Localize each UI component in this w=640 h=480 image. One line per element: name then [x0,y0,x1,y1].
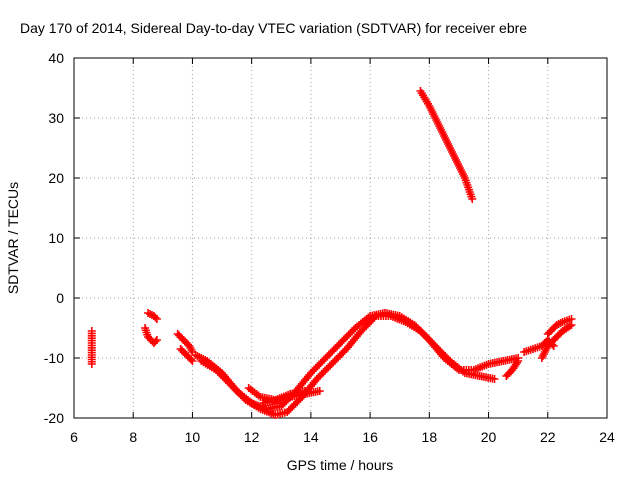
data-point [490,375,499,383]
series-trace-14 [416,87,477,203]
y-tick-label: 0 [56,290,64,306]
y-tick-label: -10 [44,350,64,366]
data-point [567,315,576,323]
data-point [152,336,161,344]
series-trace-5 [176,345,197,365]
data-point [152,315,161,323]
y-tick-label: 30 [48,110,64,126]
data-point [151,337,160,346]
data-point [315,387,324,395]
x-tick-label: 12 [244,429,260,445]
series-trace-9 [259,387,324,407]
y-tick-label: 20 [48,170,64,186]
series-trace-2 [141,324,161,347]
y-axis-label: SDTVAR / TECUs [5,182,21,294]
data-point [151,313,160,322]
grid-lines [74,58,607,418]
x-tick-label: 10 [185,429,201,445]
y-tick-label: -20 [44,410,64,426]
series-trace-10 [502,357,523,380]
x-tick-label: 20 [481,429,497,445]
data-point [188,357,197,365]
series-trace-3 [144,309,161,323]
x-tick-label: 16 [362,429,378,445]
data-point [87,360,96,368]
series-trace-7 [197,312,499,419]
data-points [87,87,576,419]
series-trace-13 [543,315,576,338]
x-tick-label: 24 [599,429,615,445]
series-trace-4 [173,330,197,356]
y-tick-label: 40 [48,50,64,66]
data-point [370,313,379,322]
x-tick-label: 6 [70,429,78,445]
x-tick-label: 18 [422,429,438,445]
series-trace-1 [87,327,96,368]
data-point [514,357,523,365]
y-tick-label: 10 [48,230,64,246]
chart-title: Day 170 of 2014, Sidereal Day-to-day VTE… [20,20,527,36]
x-tick-label: 14 [303,429,319,445]
axis-ticks: 6 8 10 12 14 16 18 20 22 24 -20 -10 0 10 20 30 40 [44,50,615,445]
plot-frame [73,57,608,419]
data-point [512,358,521,367]
x-axis-label: GPS time / hours [287,457,394,473]
x-tick-label: 8 [129,429,137,445]
data-point [186,355,195,364]
x-tick-label: 22 [540,429,556,445]
data-point [468,195,477,203]
